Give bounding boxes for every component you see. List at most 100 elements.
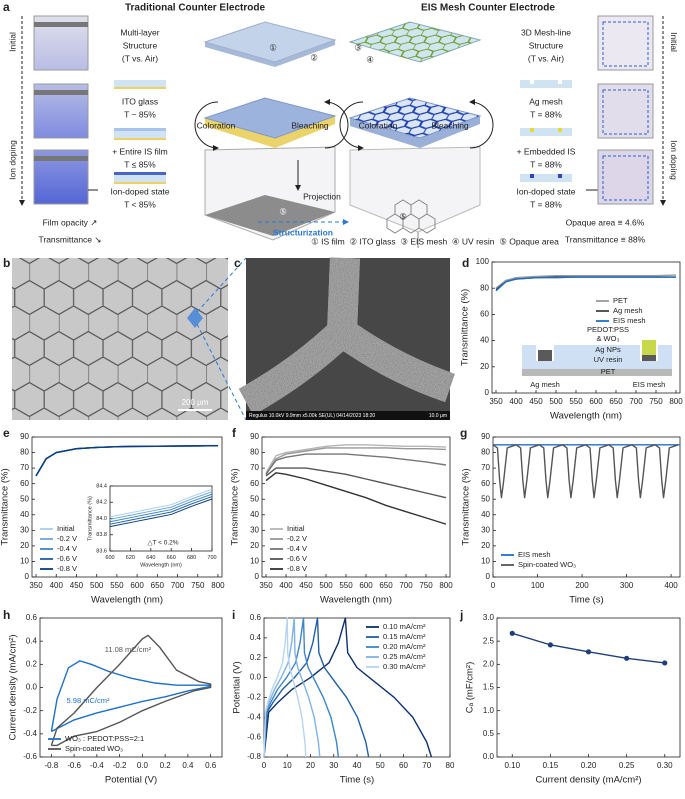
micrograph-b	[12, 258, 228, 420]
x-tick-label: 650	[379, 581, 393, 590]
plot-frame	[31, 436, 223, 578]
x-tick-label: 80	[446, 761, 455, 770]
y-tick-label: 50	[20, 494, 29, 503]
data-line	[263, 617, 340, 758]
legend-label: Initial	[57, 524, 75, 533]
opaque-area	[205, 195, 335, 236]
panel-letter: c	[234, 256, 241, 270]
y-tick-label: -0.8	[247, 752, 261, 761]
x-tick-label: 400	[509, 397, 523, 406]
legend-label: 0.30 mA/cm²	[383, 662, 426, 671]
left-photos	[33, 15, 98, 205]
annotation: Ag mesh	[530, 380, 560, 389]
photo	[597, 83, 654, 139]
caption: Opaque area ≡ 4.6%	[566, 217, 645, 227]
y-tick-label: 20	[20, 541, 29, 550]
cycle-label: Coloration	[197, 120, 236, 130]
data-line	[265, 444, 447, 474]
y-tick-label: 0.4	[250, 633, 262, 642]
left-layer-icons	[114, 80, 166, 184]
marker: ②	[310, 52, 318, 62]
sem-image-c	[238, 257, 455, 420]
structure-text: Structure	[123, 40, 158, 50]
hex-mesh	[12, 258, 228, 420]
y-tick-label: 70	[250, 463, 259, 472]
legend-label: EIS mesh	[613, 316, 646, 325]
y-tick-label: 0	[25, 572, 30, 581]
x-axis-label: Potential (V)	[105, 775, 157, 786]
x-tick-label: -0.8	[44, 761, 58, 770]
data-line	[263, 617, 321, 758]
opaque-hexes	[386, 199, 436, 234]
structure-text: (T vs. Air)	[528, 53, 564, 63]
cycle-label: Coloration	[359, 120, 398, 130]
layer-t: T < 85%	[124, 199, 156, 209]
x-tick-label: 650	[151, 581, 165, 590]
y-tick-label: -0.4	[23, 729, 37, 738]
mesh-cube	[339, 21, 494, 248]
x-tick-label: 0.20	[581, 761, 597, 770]
x-tick-label: 680	[187, 555, 196, 561]
y-tick-label: 60	[250, 479, 259, 488]
layer-t: T ~ 85%	[124, 109, 156, 119]
y-tick-label: -0.4	[247, 712, 261, 721]
y-tick-label: 10	[481, 557, 490, 566]
pet-layer	[522, 369, 672, 376]
legend-label: -0.8 V	[57, 564, 77, 573]
y-axis-label: Transmittance (%)	[0, 468, 11, 545]
mesh-lines	[350, 98, 480, 138]
glass-layer	[114, 175, 166, 182]
layer-t: T = 88%	[530, 109, 562, 119]
is-layer	[114, 172, 166, 175]
resin-layer	[520, 174, 572, 182]
x-tick-label: 550	[339, 581, 353, 590]
data-line	[265, 472, 447, 525]
y-axis-label: Transmittance (%)	[460, 289, 471, 366]
x-tick-label: 0.30	[657, 761, 673, 770]
legend-label: WO₃ : PEDOT:PSS=2:1	[65, 734, 144, 743]
legend-label: -0.2 V	[57, 534, 77, 543]
data-point	[509, 630, 515, 636]
data-line	[265, 467, 447, 499]
x-tick-label: 640	[146, 555, 155, 561]
x-axis-label: Wavelength (nm)	[320, 595, 392, 606]
data-line	[109, 498, 213, 528]
x-tick-label: 700	[207, 555, 216, 561]
glass-layer	[114, 131, 166, 138]
marker: ⑤	[399, 211, 407, 221]
legend-label: -0.4 V	[57, 544, 77, 553]
x-tick-label: 350	[489, 397, 503, 406]
y-tick-label: 40	[481, 510, 490, 519]
x-tick-label: 300	[620, 581, 634, 590]
mesh-area	[602, 155, 649, 201]
info-bar	[246, 411, 450, 420]
y-tick-label: 20	[480, 362, 489, 371]
mesh-lines	[350, 22, 480, 62]
x-tick-label: -0.4	[90, 761, 104, 770]
y-tick-label: 0	[255, 572, 260, 581]
photo-holder	[34, 90, 88, 95]
x-axis-label: Wavelength (nm)	[140, 562, 182, 568]
mesh-edge	[350, 116, 480, 148]
zoom-marker	[187, 308, 203, 328]
plot-frame	[496, 617, 681, 758]
layer-label: + Entire IS film	[112, 146, 168, 156]
x-tick-label: 0	[262, 761, 267, 770]
is-layer	[114, 128, 166, 131]
data-line	[35, 445, 218, 477]
colored-film	[203, 97, 337, 139]
x-tick-label: 800	[211, 581, 225, 590]
y-tick-label: 50	[250, 494, 259, 503]
y-axis-label: Current density (mA/cm²)	[8, 634, 19, 740]
layer-label: + Embedded IS	[517, 146, 576, 156]
legend-label: -0.2 V	[287, 534, 307, 543]
y-tick-label: 20	[250, 541, 259, 550]
y-tick-label: 100	[476, 257, 490, 266]
x-tick-label: 100	[531, 581, 545, 590]
plot-frame	[491, 261, 681, 394]
y-tick-label: 90	[481, 432, 490, 441]
groove	[558, 128, 562, 132]
y-tick-label: 0.0	[250, 673, 262, 682]
data-point	[662, 660, 668, 666]
annotation: 11.08 mC/cm²	[105, 645, 152, 654]
